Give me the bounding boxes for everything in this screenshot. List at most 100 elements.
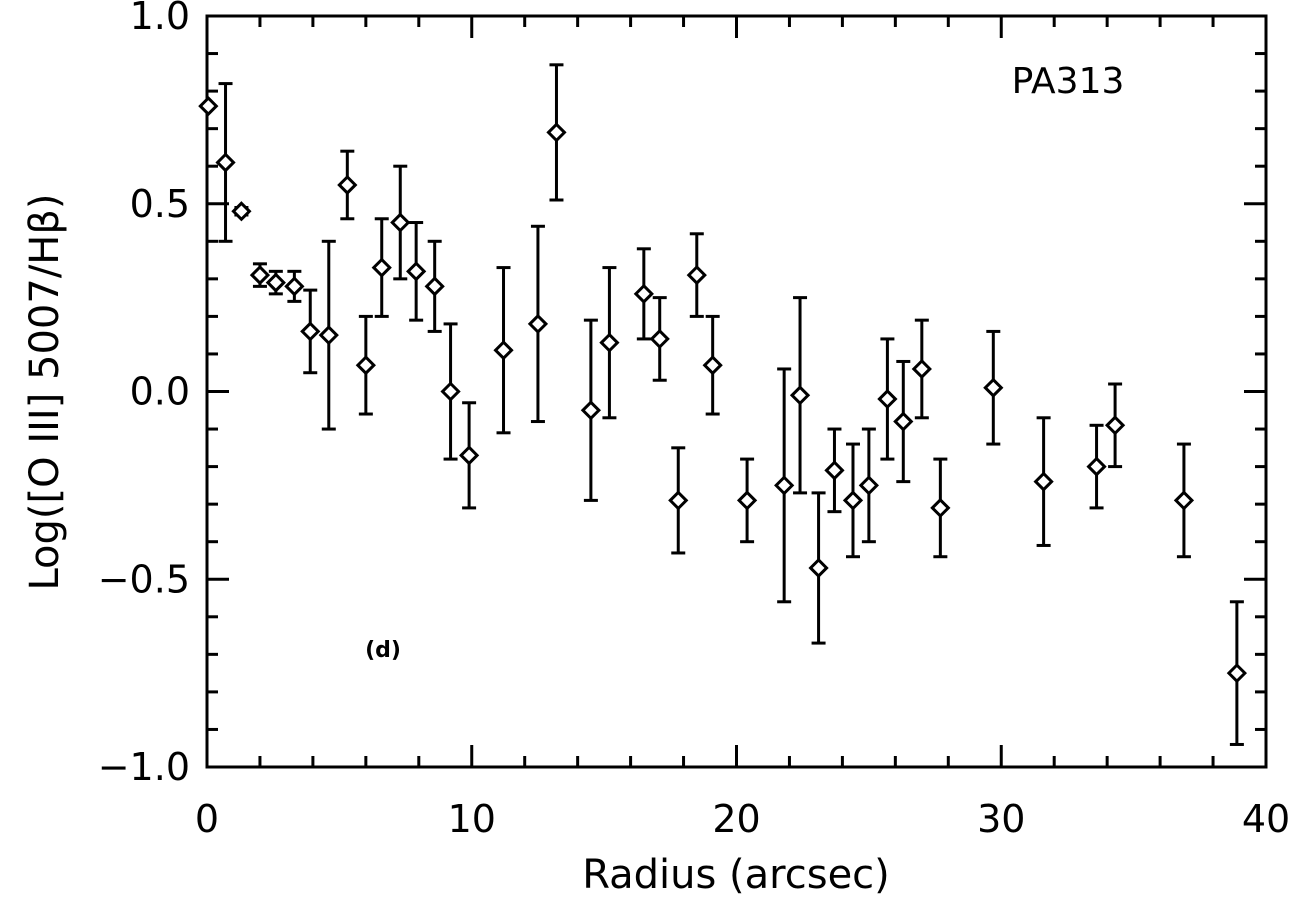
data-point [198,95,219,117]
diamond-marker [371,257,392,278]
data-point [493,266,514,435]
diamond-marker [390,212,411,233]
diamond-marker [842,490,864,511]
data-point [546,63,567,202]
diamond-marker [911,358,932,380]
data-point [580,318,602,502]
data-point [1226,600,1247,746]
diamond-marker [1086,456,1107,477]
y-tick-label: 0.0 [130,370,190,414]
diamond-marker [424,276,445,297]
diamond-marker [493,340,514,361]
data-point [1086,423,1107,510]
data-point [355,314,376,416]
data-point [877,337,898,461]
diamond-marker [406,261,427,282]
y-tick-label: 1.0 [130,0,190,38]
data-point [284,269,305,303]
diamond-marker [808,557,829,579]
data-point [527,224,549,424]
data-point [858,427,879,544]
data-point [215,82,236,243]
panel-label: (d) [365,638,401,663]
data-point [440,322,461,461]
data-point [633,247,654,341]
data-point [337,149,358,221]
data-point [371,217,392,318]
diamond-marker [527,313,549,335]
data-point [458,401,480,510]
diamond-marker [824,460,845,481]
diamond-marker [930,497,951,519]
diamond-marker [686,264,707,286]
data-point [1033,416,1054,547]
data-point [930,457,951,559]
diamond-marker [458,445,480,466]
x-tick-label: 20 [712,797,760,841]
diamond-marker [215,152,236,173]
data-point [318,239,339,431]
diamond-marker [546,122,567,143]
y-tick-label: 0.5 [130,182,190,226]
data-point [265,269,286,296]
diamond-marker [877,388,898,410]
diamond-marker [649,328,670,350]
diamond-marker [668,490,689,511]
x-tick-label: 10 [448,797,496,841]
data-point [424,239,445,333]
data-point [789,296,811,495]
x-tick-label: 40 [1242,797,1290,841]
data-point [649,296,670,382]
diamond-marker [284,276,305,297]
data-point [686,232,707,318]
diamond-marker [858,475,879,496]
diamond-marker [702,355,723,376]
diamond-marker [337,174,358,196]
diamond-marker [774,475,795,496]
data-point [390,164,411,281]
diamond-marker [1173,490,1195,511]
x-tick-label: 30 [977,797,1025,841]
diamond-marker [249,264,271,286]
data-point [599,266,620,420]
data-point [824,427,845,514]
y-axis-label: Log([O III] 5007/Hβ) [22,193,68,590]
diamond-marker [789,385,811,406]
diamond-marker [599,332,620,353]
diamond-marker [633,283,654,304]
data-point [702,314,723,416]
diamond-marker [265,272,286,293]
data-point [249,262,271,288]
data-point [1173,442,1195,559]
data-point [1104,382,1126,469]
diamond-marker [983,377,1004,398]
axis-ticks-layer [205,14,1268,769]
data-layer [198,63,1247,746]
diamond-marker [893,411,914,432]
data-point [893,359,914,484]
diamond-marker [300,321,321,342]
diamond-marker [736,490,758,511]
diamond-marker [318,325,339,346]
y-tick-label: −0.5 [98,557,190,601]
data-point [406,221,427,322]
data-point [231,201,252,222]
data-point [911,318,932,420]
x-tick-label: 0 [195,797,219,841]
data-point [808,491,829,645]
x-axis-label: Radius (arcsec) [582,852,890,898]
diamond-marker [231,201,252,222]
data-point [668,446,689,555]
data-point [300,288,321,375]
diamond-marker [440,381,461,402]
data-point [983,329,1004,446]
data-point [842,442,864,559]
y-tick-label: −1.0 [98,745,190,789]
data-point [736,457,758,544]
diamond-marker [355,355,376,376]
labels-layer: Radius (arcsec) Log([O III] 5007/Hβ) PA3… [22,0,1290,898]
data-point [774,367,795,604]
position-angle-label: PA313 [1012,61,1125,102]
diamond-marker [1033,471,1054,492]
